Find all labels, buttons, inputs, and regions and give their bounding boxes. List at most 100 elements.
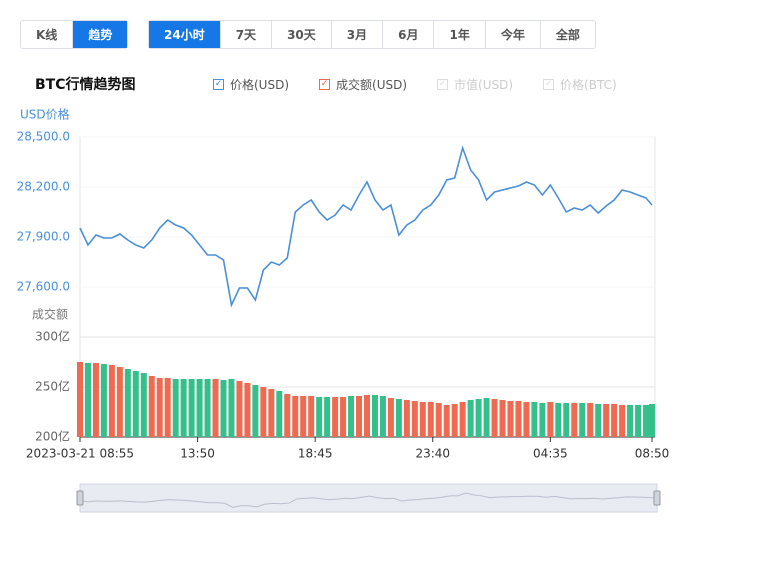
volume-bar (649, 404, 655, 437)
volume-bar (435, 403, 442, 437)
range-tabs: 24小时 7天 30天 3月 6月 1年 今年 全部 (148, 20, 596, 49)
chart-title: BTC行情趋势图 (35, 76, 136, 93)
volume-bar (491, 399, 498, 437)
legend: ✓ 价格(USD) ✓ 成交额(USD) ✓ 市值(USD) ✓ 价格(BTC) (213, 76, 617, 93)
volume-bar (140, 373, 147, 437)
volume-bar (539, 403, 546, 437)
volume-bar (523, 402, 530, 437)
range-tab[interactable]: 全部 (539, 21, 595, 48)
y-tick-label: 27,900.0 (17, 230, 70, 244)
volume-bar (603, 404, 610, 437)
volume-bar (427, 402, 434, 437)
volume-bar (77, 362, 83, 437)
volume-bar (196, 379, 203, 437)
range-tab[interactable]: 3月 (330, 21, 382, 48)
y-axis-label: USD价格 (20, 107, 70, 122)
y-tick-label: 28,200.0 (17, 180, 70, 194)
legend-item[interactable]: ✓ 价格(BTC) (543, 76, 617, 93)
navigator-handle[interactable] (76, 490, 84, 506)
x-tick-label: 2023-03-21 08:55 (26, 447, 134, 461)
volume-bar (308, 396, 315, 437)
y2-tick-label: 250亿 (35, 379, 70, 394)
view-tab[interactable]: K线 (36, 28, 58, 42)
view-tabs: K线 趋势 (20, 20, 129, 49)
legend-label: 市值(USD) (454, 78, 514, 92)
volume-bar (332, 397, 339, 437)
volume-bar (595, 404, 602, 437)
volume-bar (260, 387, 267, 437)
volume-bar (459, 402, 466, 437)
volume-bar (84, 363, 91, 437)
legend-checkbox[interactable]: ✓ (543, 79, 555, 90)
volume-bar (611, 404, 618, 437)
range-tab[interactable]: 1年 (433, 21, 484, 48)
volume-bar (555, 403, 562, 437)
volume-bar (108, 365, 115, 437)
volume-bar (443, 405, 450, 437)
volume-bar (627, 405, 634, 437)
volume-bar (180, 379, 187, 437)
x-tick-label: 04:35 (533, 447, 568, 461)
legend-item[interactable]: ✓ 成交额(USD) (319, 76, 407, 93)
volume-bar (395, 399, 402, 437)
volume-bar (571, 403, 578, 437)
volume-bar (300, 396, 307, 437)
volume-bar (451, 404, 458, 437)
y2-axis-label: 成交额 (32, 307, 68, 322)
range-tab[interactable]: 今年 (484, 21, 540, 48)
legend-label: 价格(BTC) (560, 78, 617, 92)
legend-checkbox[interactable]: ✓ (437, 79, 449, 90)
volume-bar (268, 389, 275, 437)
x-tick-label: 13:50 (180, 447, 215, 461)
volume-bar (507, 401, 514, 437)
y-tick-label: 27,600.0 (17, 280, 70, 294)
volume-bar (164, 378, 171, 437)
volume-bar (340, 397, 347, 437)
volume-bar (515, 401, 522, 437)
volume-bar (228, 379, 235, 437)
volume-bar (547, 402, 554, 437)
volume-bar (92, 363, 99, 437)
volume-bar (579, 403, 586, 437)
y2-tick-label: 300亿 (35, 329, 70, 344)
navigator-line (79, 492, 658, 508)
price-line (79, 145, 653, 308)
volume-bar (475, 399, 482, 437)
volume-bar (276, 391, 283, 437)
volume-bar (499, 400, 506, 437)
x-tick-label: 18:45 (298, 447, 333, 461)
volume-bar (483, 398, 490, 437)
volume-bar (643, 405, 650, 437)
volume-bar (379, 396, 386, 437)
legend-item[interactable]: ✓ 市值(USD) (437, 76, 513, 93)
volume-bar (356, 396, 363, 437)
legend-checkbox[interactable]: ✓ (319, 79, 331, 90)
volume-bar (387, 398, 394, 437)
volume-bar (411, 401, 418, 437)
volume-bar (419, 402, 426, 437)
legend-label: 价格(USD) (230, 78, 290, 92)
range-tab[interactable]: 7天 (219, 21, 271, 48)
range-tab[interactable]: 30天 (271, 21, 331, 48)
volume-bar (236, 381, 243, 437)
volume-bar (316, 397, 323, 437)
range-tab[interactable]: 6月 (382, 21, 433, 48)
navigator-handle[interactable] (653, 490, 661, 506)
volume-bar (563, 403, 570, 437)
legend-item[interactable]: ✓ 价格(USD) (213, 76, 289, 93)
volume-bar (244, 383, 251, 437)
view-tab[interactable]: 趋势 (72, 21, 128, 48)
legend-label: 成交额(USD) (336, 78, 408, 92)
volume-bar (619, 405, 626, 437)
volume-bar (148, 376, 155, 437)
volume-bar (371, 395, 378, 437)
legend-checkbox[interactable]: ✓ (213, 79, 224, 90)
volume-bar (220, 380, 227, 437)
y-tick-label: 28,500.0 (17, 130, 70, 144)
volume-bar (204, 379, 211, 437)
x-tick-label: 23:40 (415, 447, 450, 461)
range-tab[interactable]: 24小时 (149, 21, 220, 48)
x-tick-label: 08:50 (635, 447, 670, 461)
